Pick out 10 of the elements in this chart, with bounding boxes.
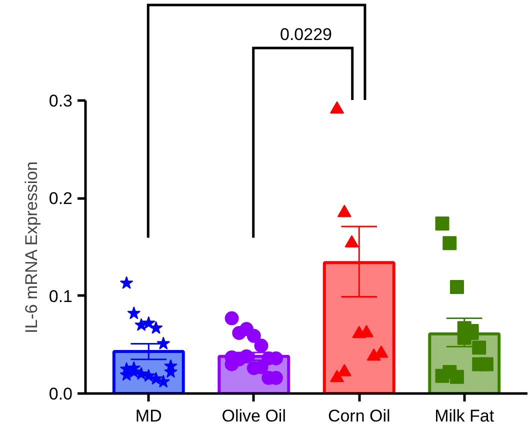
y-tick-label: 0.0	[48, 384, 73, 404]
y-tick-label: 0.3	[48, 92, 73, 110]
x-tick-label: Milk Fat	[434, 406, 494, 426]
y-tick-label: 0.1	[48, 286, 73, 306]
x-tick-label: Olive Oil	[222, 406, 286, 426]
text: 0.0229	[280, 25, 332, 44]
y-axis-title: IL-6 mRNA Expression	[22, 161, 41, 334]
x-tick-label: Corn Oil	[328, 406, 390, 426]
y-tick-label: 0.2	[48, 189, 73, 208]
x-tick-label: MD	[135, 406, 162, 426]
